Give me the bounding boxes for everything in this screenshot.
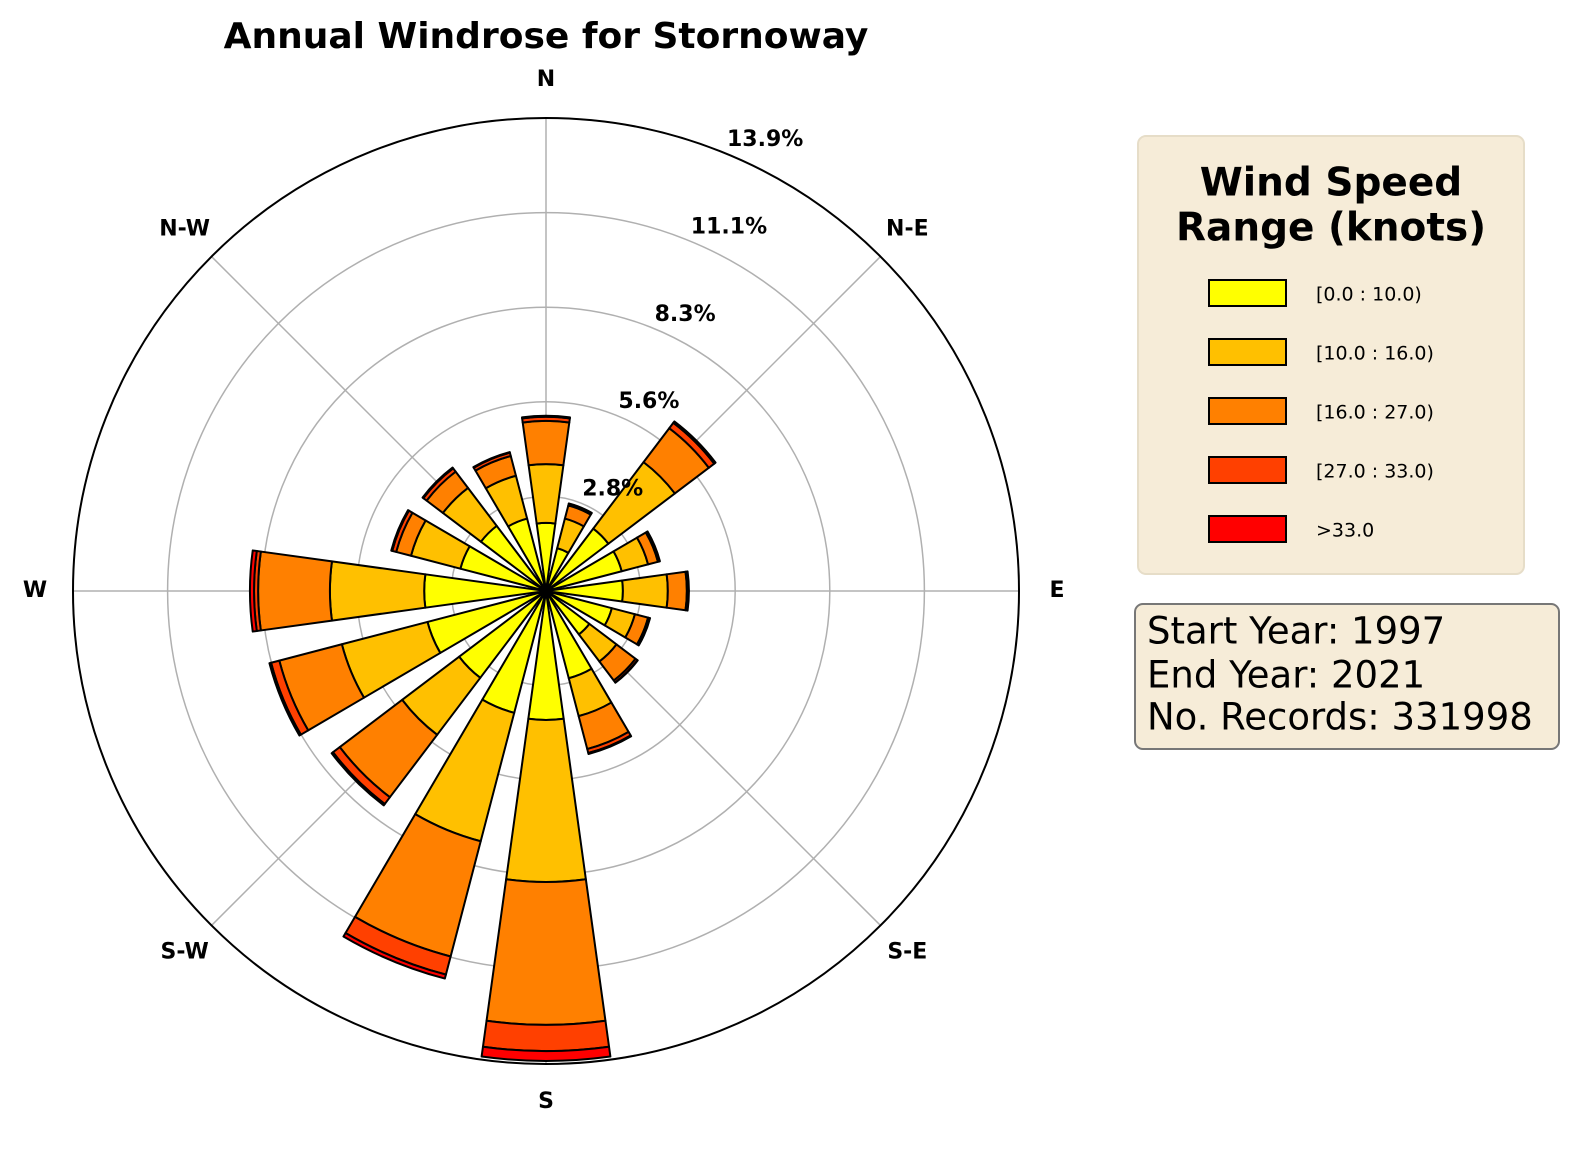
- wedge: [421, 466, 455, 500]
- wedge: [390, 509, 410, 552]
- radial-tick-label: 2.8%: [582, 477, 643, 502]
- direction-label: W: [23, 578, 47, 603]
- wedge: [329, 560, 427, 622]
- radial-tick-label: 8.3%: [655, 302, 716, 327]
- wedge: [637, 617, 652, 647]
- wedge: [485, 878, 607, 1026]
- wedge: [330, 751, 386, 807]
- direction-label: S: [538, 1089, 554, 1114]
- legend-title: Range (knots): [1176, 206, 1486, 251]
- legend-label: [10.0 : 16.0): [1316, 343, 1434, 365]
- wedge: [268, 661, 302, 737]
- info-text: Start Year: 1997: [1147, 610, 1445, 653]
- wedge: [665, 570, 688, 612]
- legend-label: [16.0 : 27.0): [1316, 402, 1434, 424]
- wedge: [342, 932, 447, 980]
- wedge: [257, 550, 333, 632]
- legend-title: Wind Speed: [1200, 161, 1462, 206]
- wedge: [614, 659, 639, 684]
- radial-tick-label: 11.1%: [691, 214, 767, 239]
- wedge: [646, 530, 661, 563]
- legend-swatch: [1208, 515, 1287, 543]
- radial-tick-label: 5.6%: [618, 389, 679, 414]
- legend: [0.0 : 10.0) [10.0 : 16.0) [16.0 : 27.0) [2…: [1208, 279, 1434, 543]
- direction-label: E: [1049, 578, 1064, 603]
- chart-title: Annual Windrose for Stornoway: [224, 16, 869, 57]
- wedge: [672, 420, 717, 465]
- wedge: [505, 717, 587, 883]
- legend-label: [27.0 : 33.0): [1316, 461, 1434, 483]
- wedge: [521, 419, 571, 467]
- direction-label: S-E: [887, 939, 927, 964]
- legend-swatch: [1208, 397, 1287, 425]
- radial-tick-label: 13.9%: [727, 127, 803, 152]
- legend-swatch: [1208, 456, 1287, 484]
- legend-label: [0.0 : 10.0): [1316, 284, 1422, 306]
- info-text: No. Records: 331998: [1147, 696, 1533, 739]
- wedge: [686, 570, 690, 612]
- legend-swatch: [1208, 338, 1287, 366]
- wedge: [567, 502, 593, 515]
- legend-label: >33.0: [1316, 520, 1374, 542]
- info-text: End Year: 2021: [1147, 654, 1425, 697]
- wedge: [481, 1019, 611, 1053]
- wedge: [472, 451, 511, 469]
- wedge: [520, 414, 572, 420]
- wedge: [248, 549, 258, 633]
- direction-label: N-W: [159, 217, 210, 242]
- info-box: [1134, 603, 1560, 750]
- wedge: [621, 573, 669, 609]
- legend-swatch: [1208, 279, 1287, 307]
- direction-label: S-W: [161, 939, 209, 964]
- wedge: [527, 463, 565, 525]
- polar-area: N N-E E S-E S S-W W N-W 2.8% 5.6% 8.3% 11.1% 13.9%: [23, 67, 1065, 1114]
- wedge: [587, 734, 633, 755]
- outer-axis: [72, 117, 1020, 1065]
- direction-label: N: [537, 67, 555, 92]
- direction-label: N-E: [886, 217, 929, 242]
- wedge: [480, 1045, 612, 1062]
